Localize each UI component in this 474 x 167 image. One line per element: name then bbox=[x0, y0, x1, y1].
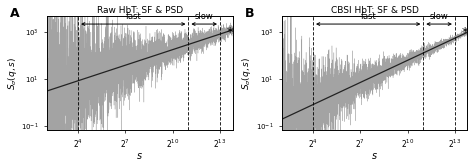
Text: fast: fast bbox=[360, 12, 376, 21]
Text: slow: slow bbox=[430, 12, 448, 21]
Text: *: * bbox=[462, 26, 468, 39]
Text: B: B bbox=[245, 7, 254, 20]
X-axis label: $s$: $s$ bbox=[371, 151, 378, 161]
Title: CBSI HbT: SF & PSD: CBSI HbT: SF & PSD bbox=[330, 6, 419, 15]
Y-axis label: $S_\sigma(q, s)$: $S_\sigma(q, s)$ bbox=[240, 56, 254, 90]
X-axis label: $s$: $s$ bbox=[136, 151, 143, 161]
Text: A: A bbox=[9, 7, 19, 20]
Title: Raw HbT: SF & PSD: Raw HbT: SF & PSD bbox=[97, 6, 182, 15]
Y-axis label: $S_\sigma(q, s)$: $S_\sigma(q, s)$ bbox=[6, 56, 18, 90]
Text: fast: fast bbox=[126, 12, 141, 21]
Text: slow: slow bbox=[195, 12, 214, 21]
Text: *: * bbox=[227, 26, 233, 39]
